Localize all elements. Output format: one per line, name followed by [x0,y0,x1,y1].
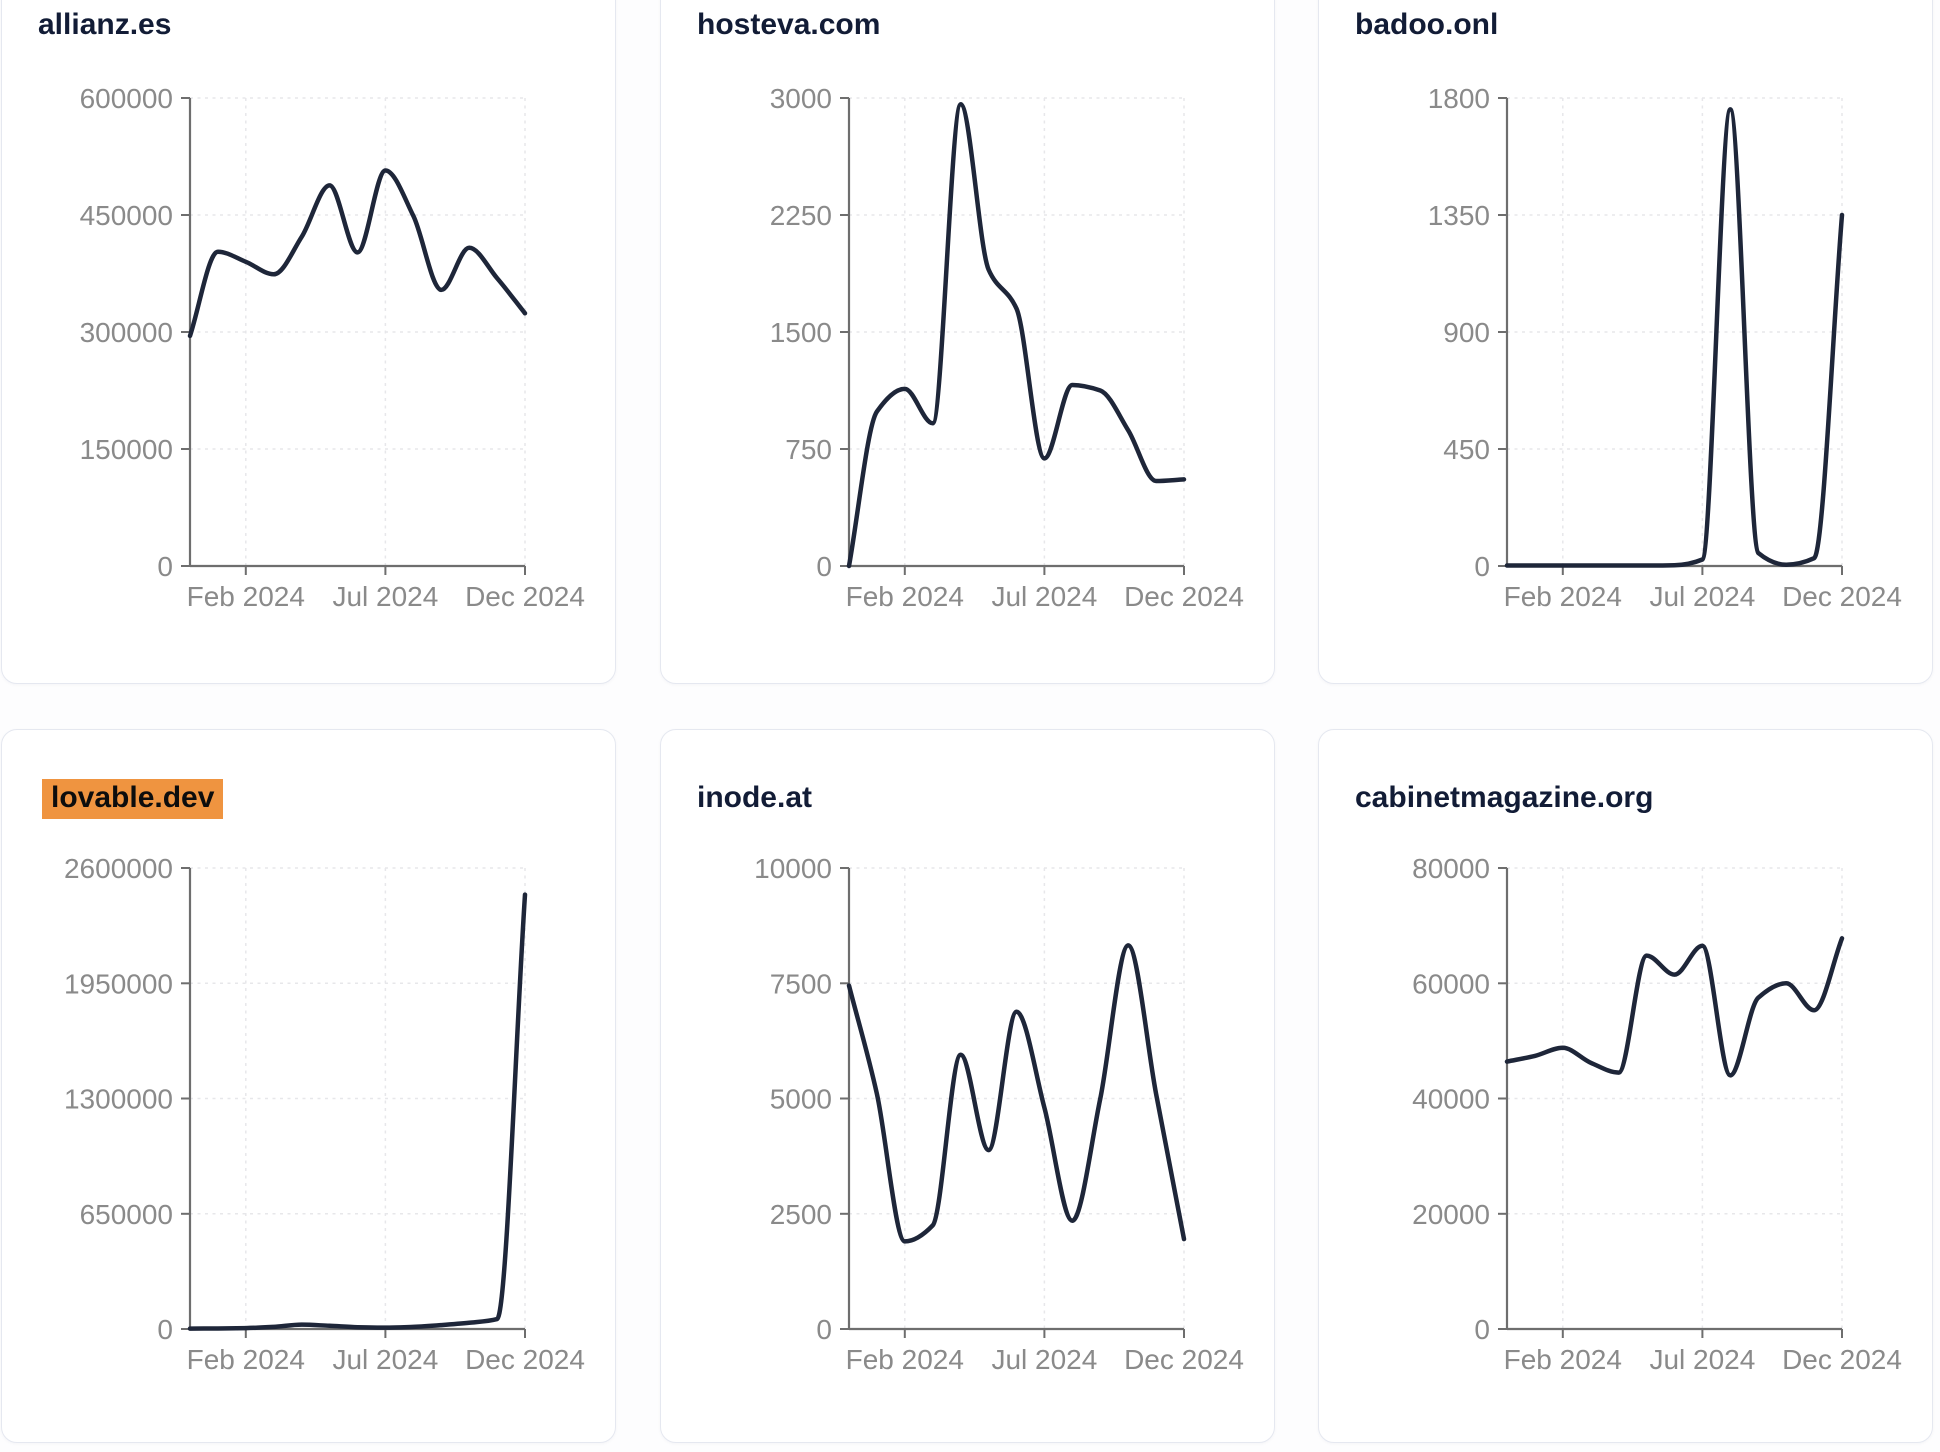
line-chart: 0 150000 300000 450000 600000 Feb 2024 Jul 202… [80,83,585,612]
svg-text:Feb 2024: Feb 2024 [846,581,964,612]
svg-text:80000: 80000 [1412,853,1490,884]
svg-text:Feb 2024: Feb 2024 [1504,581,1622,612]
line-chart: 0 450 900 1350 1800 Feb 2024 Jul 2024 Dec 2024 [1428,83,1902,612]
line-chart: 0 2500 5000 7500 10000 Feb 2024 Jul 2024 Dec 20… [754,853,1244,1375]
svg-text:3000: 3000 [770,83,832,114]
svg-text:1300000: 1300000 [64,1084,173,1115]
svg-text:750: 750 [785,434,832,465]
svg-text:40000: 40000 [1412,1084,1490,1115]
svg-text:1800: 1800 [1428,83,1490,114]
svg-text:Feb 2024: Feb 2024 [187,1344,305,1375]
line-chart: 0 750 1500 2250 3000 Feb 2024 Jul 2024 Dec 2024 [770,83,1244,612]
svg-text:Jul 2024: Jul 2024 [332,1344,438,1375]
svg-text:7500: 7500 [770,968,832,999]
svg-text:650000: 650000 [80,1199,173,1230]
svg-text:Dec 2024: Dec 2024 [1782,1344,1902,1375]
svg-text:Jul 2024: Jul 2024 [332,581,438,612]
svg-text:Dec 2024: Dec 2024 [1124,581,1244,612]
svg-text:Feb 2024: Feb 2024 [846,1344,964,1375]
svg-text:450000: 450000 [80,200,173,231]
chart-card[interactable]: cabinetmagazine.org 0 20000 40000 60000 8000… [1318,729,1933,1443]
svg-text:450: 450 [1443,434,1490,465]
svg-text:Dec 2024: Dec 2024 [465,581,585,612]
svg-text:Feb 2024: Feb 2024 [187,581,305,612]
chart-card[interactable]: lovable.dev 0 650000 1300000 1950000 2600000… [1,729,616,1443]
svg-text:Feb 2024: Feb 2024 [1504,1344,1622,1375]
svg-text:10000: 10000 [754,853,832,884]
svg-text:0: 0 [816,551,832,582]
svg-text:Jul 2024: Jul 2024 [991,1344,1097,1375]
chart-title: lovable.dev [42,779,224,819]
chart-title: hosteva.com [697,8,881,41]
chart-card[interactable]: hosteva.com 0 750 1500 2250 3000 Feb 2024 Jul … [660,0,1275,684]
svg-text:0: 0 [1474,551,1490,582]
svg-text:0: 0 [1474,1314,1490,1345]
line-chart: 0 20000 40000 60000 80000 Feb 2024 Jul 2024 Dec… [1412,853,1902,1375]
chart-card[interactable]: badoo.onl 0 450 900 1350 1800 Feb 2024 Jul 202… [1318,0,1933,684]
svg-text:600000: 600000 [80,83,173,114]
chart-title: inode.at [697,781,813,814]
svg-text:1350: 1350 [1428,200,1490,231]
svg-text:1950000: 1950000 [64,968,173,999]
svg-text:300000: 300000 [80,317,173,348]
svg-text:2500: 2500 [770,1199,832,1230]
chart-title: cabinetmagazine.org [1355,781,1654,814]
svg-text:Jul 2024: Jul 2024 [1649,1344,1755,1375]
svg-text:5000: 5000 [770,1084,832,1115]
svg-text:0: 0 [157,1314,173,1345]
svg-text:60000: 60000 [1412,968,1490,999]
svg-text:Dec 2024: Dec 2024 [1782,581,1902,612]
chart-card[interactable]: inode.at 0 2500 5000 7500 10000 Feb 2024 Jul 2… [660,729,1275,1443]
svg-text:150000: 150000 [80,434,173,465]
svg-text:1500: 1500 [770,317,832,348]
chart-card[interactable]: allianz.es 0 150000 300000 450000 600000 Feb … [1,0,616,684]
svg-text:Jul 2024: Jul 2024 [991,581,1097,612]
svg-text:Dec 2024: Dec 2024 [465,1344,585,1375]
svg-text:2250: 2250 [770,200,832,231]
svg-text:0: 0 [157,551,173,582]
chart-title: badoo.onl [1355,8,1499,41]
svg-text:900: 900 [1443,317,1490,348]
svg-text:Jul 2024: Jul 2024 [1649,581,1755,612]
svg-text:0: 0 [816,1314,832,1345]
line-chart: 0 650000 1300000 1950000 2600000 Feb 2024 Jul … [64,853,585,1375]
svg-text:Dec 2024: Dec 2024 [1124,1344,1244,1375]
svg-text:2600000: 2600000 [64,853,173,884]
svg-text:20000: 20000 [1412,1199,1490,1230]
chart-title: allianz.es [38,8,172,41]
